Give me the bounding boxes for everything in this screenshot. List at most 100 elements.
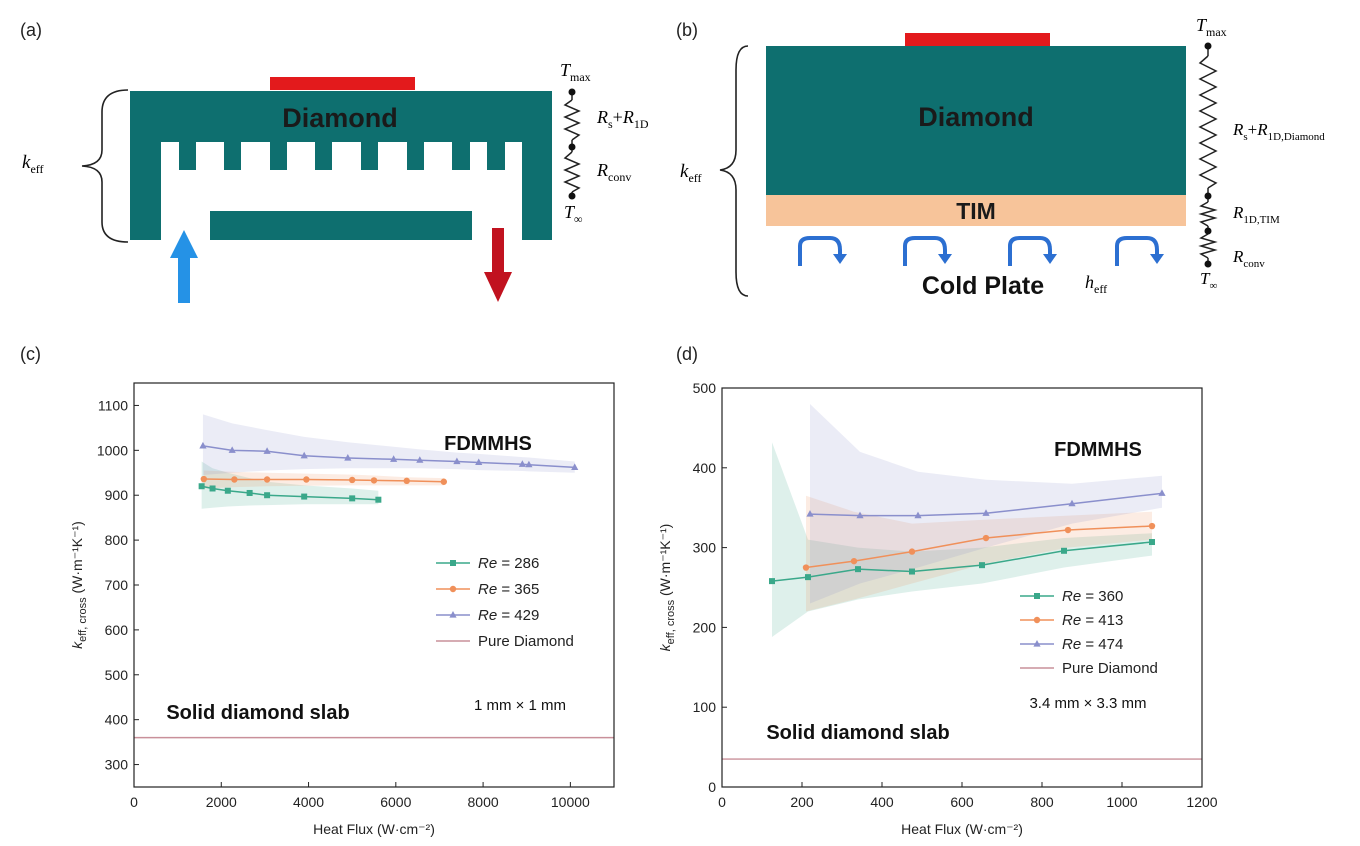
tmax-label-a: Tmax xyxy=(560,60,591,84)
legend-marker-c-2 xyxy=(449,611,457,618)
legend-marker-c-1 xyxy=(449,585,457,593)
data-point-d-s0-6 xyxy=(1149,539,1155,546)
legend-label-d-0: Re = 360 xyxy=(1062,588,1123,605)
data-point-d-s2-0 xyxy=(806,510,814,517)
brace-a xyxy=(81,89,129,243)
heater-a xyxy=(270,77,415,90)
x-tick-label-d-1200: 1200 xyxy=(1186,794,1217,810)
diamond-heat-sink-a xyxy=(130,91,552,240)
legend-label-c-0: Re = 286 xyxy=(478,555,539,572)
resistor-3-label-b: Rconv xyxy=(1232,247,1265,270)
data-point-c-s1-6 xyxy=(403,477,410,485)
series-line-d-2 xyxy=(809,492,1163,517)
x-tick-label-c-2000: 2000 xyxy=(206,794,237,810)
panel-label-a: (a) xyxy=(20,20,42,40)
legend-marker-d-0 xyxy=(1034,593,1040,599)
data-point-c-s0-4 xyxy=(264,492,271,499)
data-point-c-s2-3 xyxy=(300,451,308,459)
y-tick-label-c-1000: 1000 xyxy=(97,442,128,458)
data-point-c-s0-0 xyxy=(198,483,205,490)
node-tmax-b xyxy=(1204,42,1212,50)
plot-frame-d xyxy=(721,387,1203,788)
brace-b xyxy=(719,45,749,297)
node-tinf-a xyxy=(568,192,576,200)
inlet-arrow-icon xyxy=(170,230,198,303)
data-point-c-s2-11 xyxy=(571,463,579,470)
data-point-c-s2-7 xyxy=(453,457,461,465)
legend-label-d-3: Pure Diamond xyxy=(1062,660,1158,677)
panel-label-c: (c) xyxy=(20,344,41,364)
resistor-2-label-a: Rconv xyxy=(596,160,631,184)
size-label-d: 3.4 mm × 3.3 mm xyxy=(1029,695,1146,712)
h-eff-label: heff xyxy=(1085,272,1107,296)
flow-arrows-icon xyxy=(798,236,1159,266)
node-mid1-b xyxy=(1204,192,1212,200)
legend-label-c-1: Re = 365 xyxy=(478,581,539,598)
y-tick-label-c-700: 700 xyxy=(105,577,129,593)
data-point-c-s1-2 xyxy=(263,476,271,483)
data-point-d-s1-0 xyxy=(802,564,810,571)
y-axis-label-c: keff, cross (W·m⁻¹K⁻¹) xyxy=(69,521,89,649)
data-point-d-s2-2 xyxy=(914,511,922,519)
band-d-series-2 xyxy=(810,403,1162,604)
cold-plate-label: Cold Plate xyxy=(922,272,1044,300)
x-tick-label-c-6000: 6000 xyxy=(380,794,411,810)
y-tick-label-c-1100: 1100 xyxy=(98,397,128,413)
data-point-d-s0-4 xyxy=(979,562,985,569)
data-point-d-s0-1 xyxy=(805,574,811,581)
y-tick-label-d-400: 400 xyxy=(693,460,717,476)
x-tick-label-d-800: 800 xyxy=(1030,794,1054,810)
data-point-d-s1-4 xyxy=(1064,526,1072,534)
tim-label: TIM xyxy=(956,198,996,224)
band-c-series-0 xyxy=(201,461,379,509)
resistor-1-label-a: Rs+R1D xyxy=(596,107,649,131)
data-point-c-s0-1 xyxy=(209,485,216,492)
data-point-d-s0-5 xyxy=(1061,547,1067,554)
panel-label-b: (b) xyxy=(676,20,698,40)
panel-label-d: (d) xyxy=(676,344,698,364)
x-tick-label-c-4000: 4000 xyxy=(293,794,324,810)
k-eff-label-a: keff xyxy=(22,152,44,176)
node-mid2-b xyxy=(1204,227,1212,235)
diamond-label-b: Diamond xyxy=(918,102,1034,132)
data-point-c-s1-1 xyxy=(231,476,238,483)
slab-label-d: Solid diamond slab xyxy=(766,722,949,744)
fdmmhs-label-d: FDMMHS xyxy=(1054,439,1142,461)
band-d-series-1 xyxy=(806,495,1152,612)
data-point-d-s2-4 xyxy=(1068,499,1076,507)
y-tick-label-c-600: 600 xyxy=(105,622,129,638)
y-axis-label-d: keff, cross (W·m⁻¹K⁻¹) xyxy=(657,524,677,652)
y-tick-label-c-400: 400 xyxy=(105,712,129,728)
data-point-c-s2-9 xyxy=(518,460,526,467)
y-tick-label-c-300: 300 xyxy=(105,757,129,773)
plot-frame-c xyxy=(133,382,615,788)
data-point-c-s2-10 xyxy=(525,460,533,468)
tinf-label-a: T∞ xyxy=(564,202,583,226)
data-point-c-s0-7 xyxy=(375,496,382,503)
data-point-d-s2-1 xyxy=(856,511,864,519)
flow-arrowheads-icon xyxy=(833,254,1164,264)
node-tmax-a xyxy=(568,88,576,96)
y-tick-label-c-500: 500 xyxy=(105,667,129,683)
data-point-c-s2-1 xyxy=(228,446,236,453)
resistor-1-label-b: Rs+R1D,Diamond xyxy=(1232,120,1325,143)
legend-marker-d-2 xyxy=(1033,640,1041,647)
x-tick-label-d-0: 0 xyxy=(718,794,726,810)
data-point-c-s2-6 xyxy=(416,456,424,463)
legend-label-c-3: Pure Diamond xyxy=(478,633,574,650)
legend-label-d-1: Re = 413 xyxy=(1062,612,1123,629)
data-point-c-s2-0 xyxy=(199,441,207,449)
resistor-2-label-b: R1D,TIM xyxy=(1232,203,1280,226)
band-d-series-0 xyxy=(772,442,1152,637)
manifold-bar-a xyxy=(210,211,472,240)
series-line-c-1 xyxy=(203,478,444,483)
outlet-arrow-icon xyxy=(484,228,512,302)
slab-label-c: Solid diamond slab xyxy=(166,702,349,724)
node-tinf-b xyxy=(1204,260,1212,268)
node-mid-a xyxy=(568,143,576,151)
diagram-a: keff Diamond Tmax Rs+R1D Rconv T∞ xyxy=(22,60,649,303)
series-line-d-0 xyxy=(771,541,1153,582)
y-tick-label-c-800: 800 xyxy=(105,532,129,548)
y-tick-label-d-500: 500 xyxy=(693,380,717,396)
data-point-d-s2-5 xyxy=(1158,489,1166,496)
